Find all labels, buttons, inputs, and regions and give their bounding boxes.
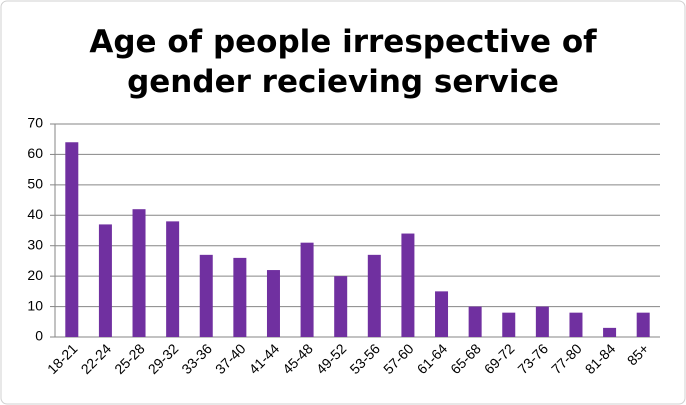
y-tick-label: 60 <box>27 145 43 161</box>
bar <box>166 221 180 337</box>
bar <box>266 270 280 337</box>
y-tick-label: 70 <box>27 115 43 131</box>
y-tick-label: 40 <box>27 206 43 222</box>
y-tick-label: 0 <box>35 328 43 344</box>
bar <box>300 242 314 337</box>
bar <box>334 276 348 337</box>
bar <box>132 209 146 337</box>
bar <box>468 306 482 337</box>
bar <box>65 142 79 337</box>
bar <box>636 312 650 337</box>
bar <box>435 291 449 337</box>
bar <box>367 254 381 337</box>
y-tick-label: 20 <box>27 267 43 283</box>
y-tick-label: 30 <box>27 236 43 252</box>
chart-title: Age of people irrespective of gender rec… <box>89 24 597 100</box>
bar <box>199 254 213 337</box>
bar <box>502 312 516 337</box>
y-tick-label: 50 <box>27 176 43 192</box>
bar <box>569 312 583 337</box>
bar <box>401 233 415 337</box>
bar <box>535 306 549 337</box>
y-tick-label: 10 <box>27 297 43 313</box>
bar <box>98 224 112 337</box>
bar <box>603 327 617 337</box>
bar <box>233 257 247 337</box>
